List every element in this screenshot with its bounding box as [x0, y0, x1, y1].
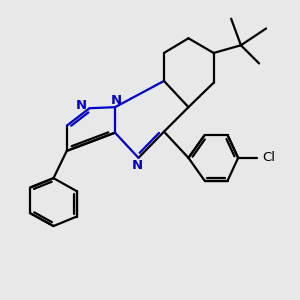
Text: N: N — [76, 99, 87, 112]
Text: N: N — [131, 159, 142, 172]
Text: Cl: Cl — [262, 152, 275, 164]
Text: N: N — [111, 94, 122, 107]
